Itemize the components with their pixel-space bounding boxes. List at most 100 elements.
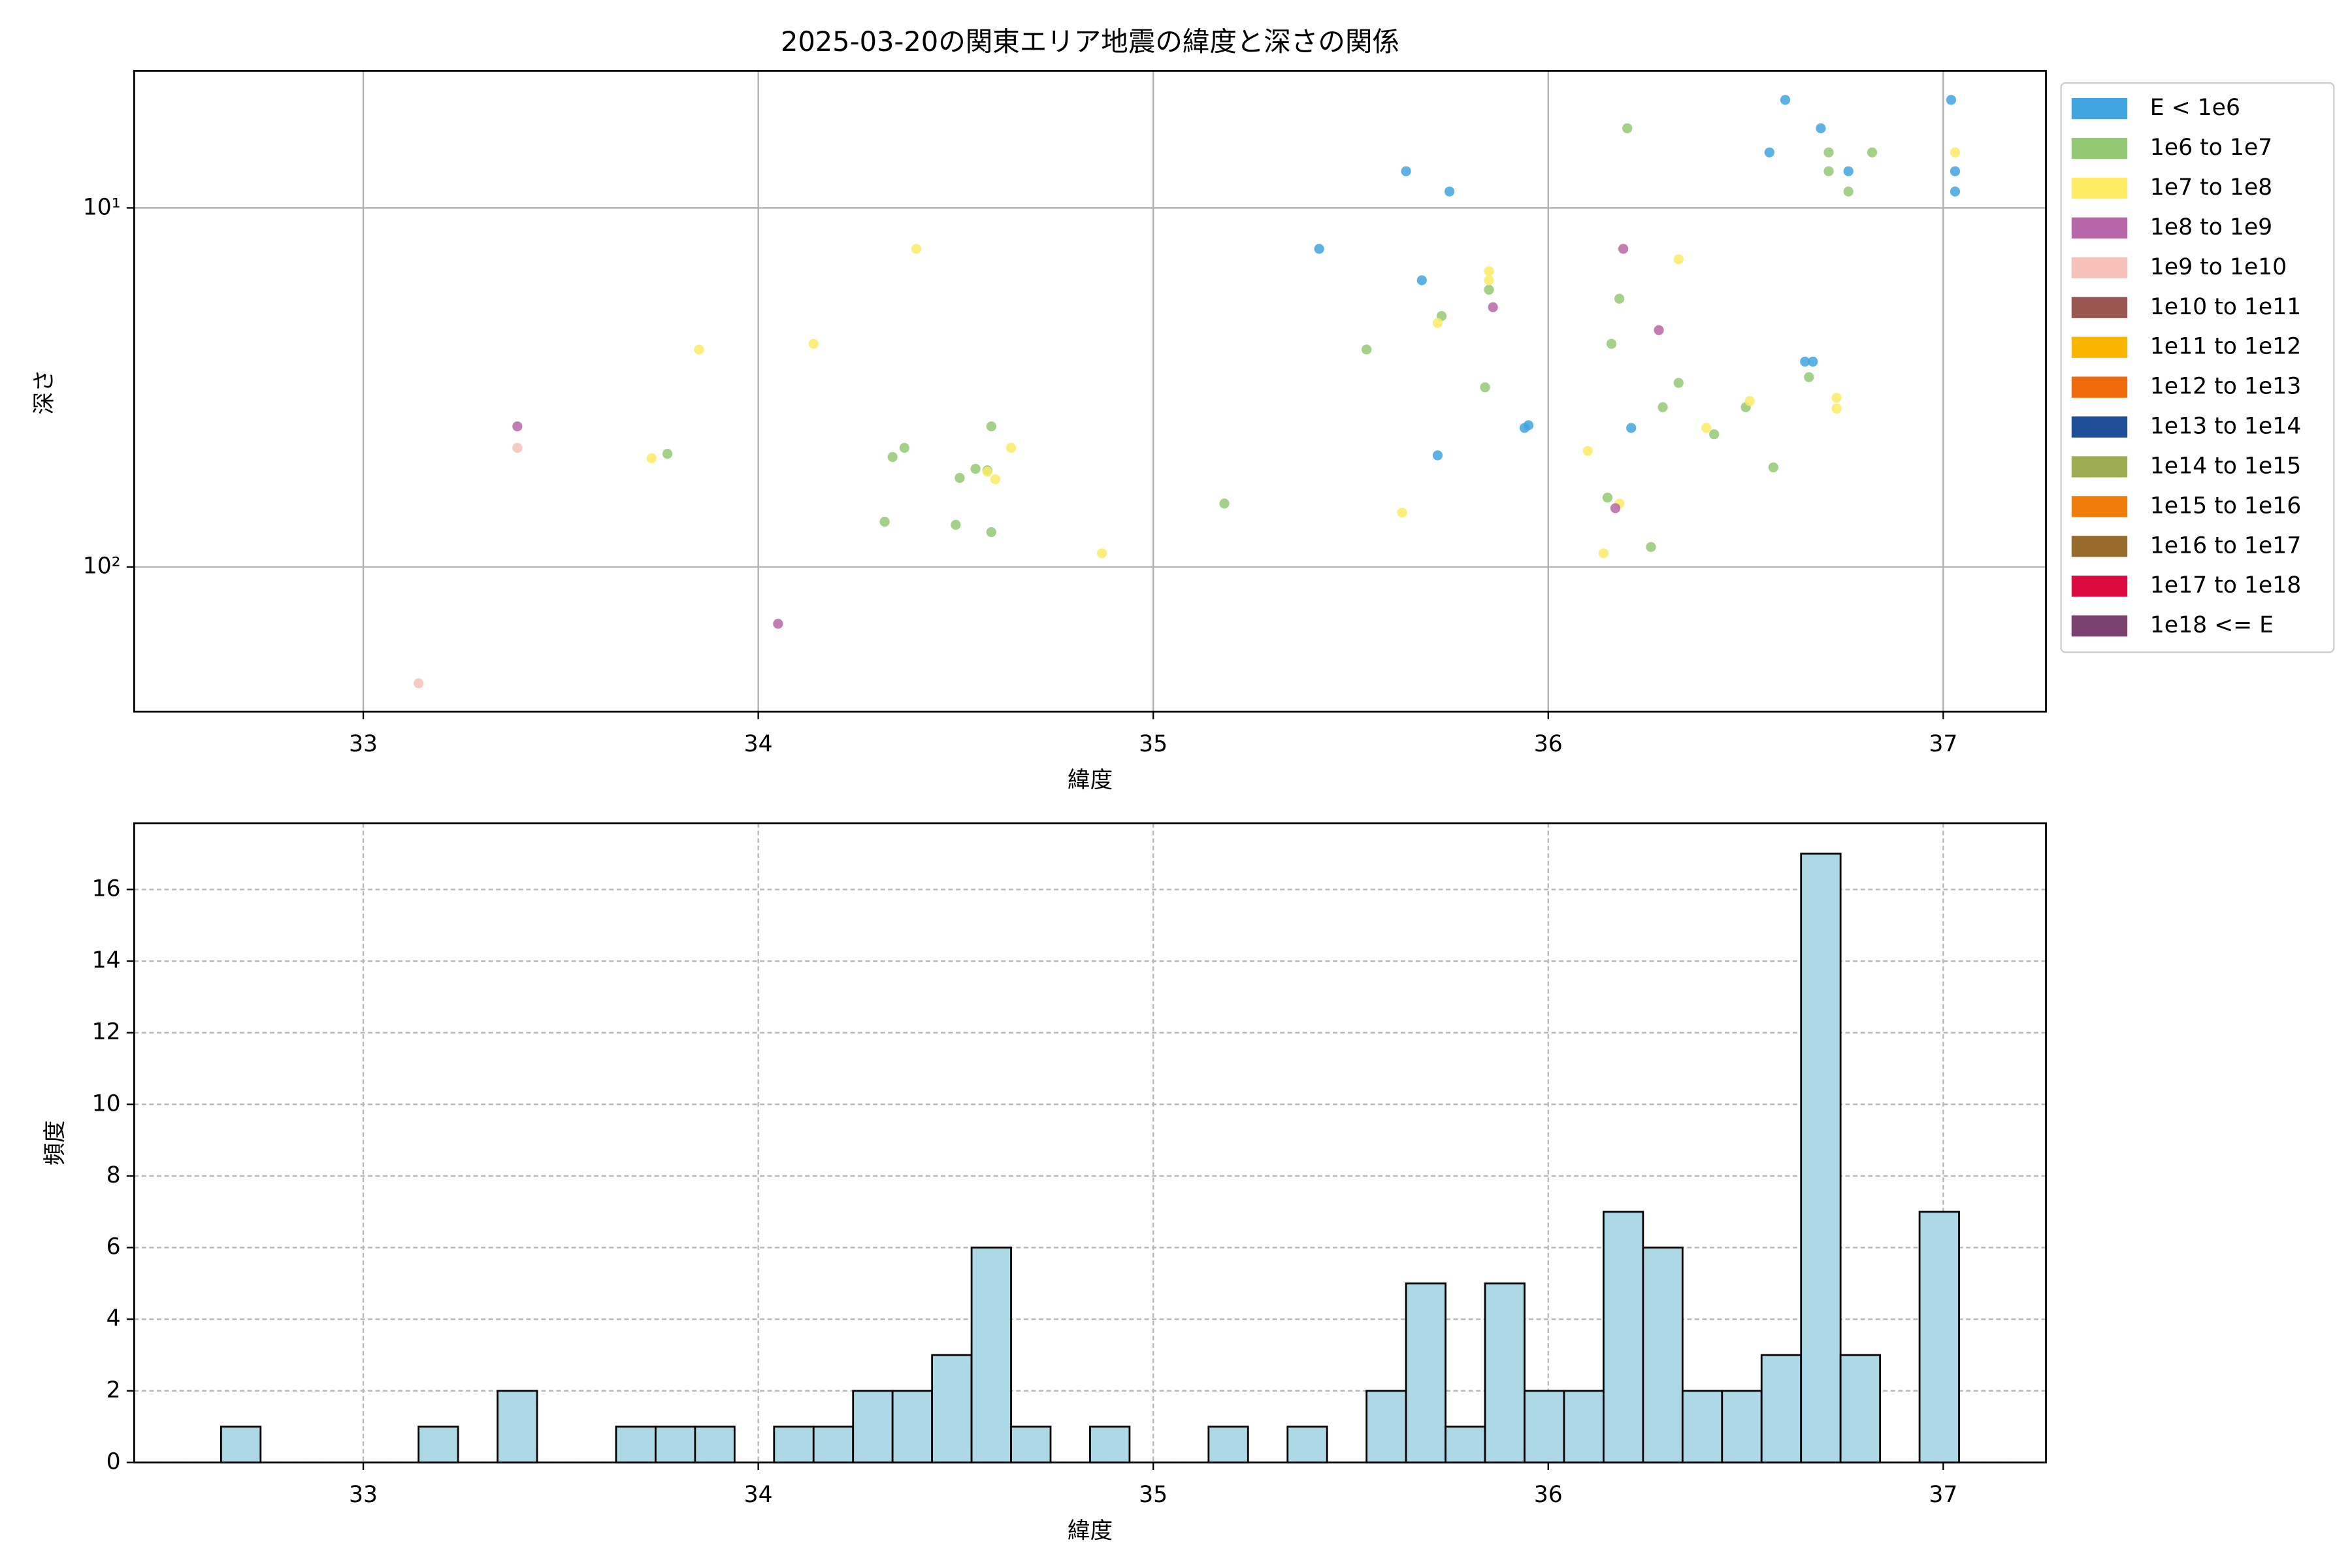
data-point: [1709, 429, 1720, 440]
y-tick-label: 14: [92, 947, 121, 973]
legend-swatch: [2071, 336, 2128, 358]
data-point: [1416, 275, 1427, 286]
data-point: [1362, 344, 1372, 355]
data-point: [1488, 302, 1498, 312]
y-tick-label: 10¹: [83, 194, 121, 220]
data-point: [1582, 446, 1593, 456]
legend-box: [2060, 82, 2335, 653]
data-point: [1658, 402, 1668, 412]
data-point: [773, 619, 783, 629]
x-tick-label: 35: [1139, 731, 1168, 757]
data-point: [808, 338, 819, 349]
legend-label: 1e8 to 1e9: [2150, 214, 2272, 240]
y-tick-label: 2: [106, 1377, 121, 1403]
data-point: [1432, 450, 1443, 461]
data-point: [1764, 147, 1774, 157]
x-tick-label: 35: [1139, 1482, 1168, 1508]
x-axis-label: 緯度: [1068, 1518, 1113, 1544]
chart-title: 2025-03-20の関東エリア地震の緯度と深さの関係: [781, 25, 1399, 57]
data-point: [1445, 186, 1455, 197]
legend-label: 1e7 to 1e8: [2150, 174, 2272, 201]
data-point: [512, 421, 523, 432]
bar: [694, 1426, 736, 1463]
x-tick-label: 36: [1534, 731, 1563, 757]
data-point: [1800, 356, 1810, 367]
legend-label: 1e12 to 1e13: [2150, 374, 2301, 400]
legend-swatch: [2071, 456, 2128, 478]
legend-label: 1e17 to 1e18: [2150, 572, 2301, 598]
bar: [1365, 1390, 1407, 1463]
data-point: [879, 516, 890, 527]
legend-swatch: [2071, 376, 2128, 398]
data-point: [1314, 244, 1324, 254]
bar: [1918, 1211, 1960, 1463]
data-point: [1484, 275, 1494, 286]
legend-swatch: [2071, 416, 2128, 438]
y-tick-label: 4: [106, 1305, 121, 1331]
bar: [220, 1426, 262, 1463]
bar: [1603, 1211, 1644, 1463]
bar: [1089, 1426, 1131, 1463]
data-point: [1950, 186, 1961, 197]
data-point: [1780, 95, 1791, 105]
data-point: [1654, 325, 1664, 335]
data-point: [1946, 95, 1957, 105]
data-point: [1808, 356, 1818, 367]
data-point: [1804, 372, 1814, 382]
data-point: [1823, 166, 1834, 176]
bar: [1800, 853, 1842, 1463]
data-point: [1701, 423, 1712, 433]
bar: [1445, 1426, 1486, 1463]
legend-label: 1e11 to 1e12: [2150, 334, 2301, 360]
legend-label: 1e15 to 1e16: [2150, 493, 2301, 519]
bar: [773, 1426, 815, 1463]
x-tick-label: 34: [744, 731, 773, 757]
data-point: [1768, 462, 1778, 472]
legend-label: 1e10 to 1e11: [2150, 294, 2301, 320]
legend-swatch: [2071, 496, 2128, 517]
data-point: [1618, 244, 1629, 254]
data-point: [1950, 166, 1961, 176]
y-tick-label: 12: [92, 1019, 121, 1045]
bar: [1405, 1282, 1446, 1463]
legend-label: 1e14 to 1e15: [2150, 453, 2301, 479]
data-point: [1602, 493, 1613, 503]
data-point: [1744, 396, 1755, 406]
bar: [1010, 1426, 1052, 1463]
data-point: [982, 466, 992, 477]
data-point: [970, 463, 981, 474]
data-point: [414, 678, 424, 689]
x-tick-label: 36: [1534, 1482, 1563, 1508]
data-point: [1432, 318, 1443, 328]
data-point: [955, 472, 965, 483]
legend-label: 1e6 to 1e7: [2150, 135, 2272, 161]
data-point: [662, 448, 673, 459]
bar: [1563, 1390, 1605, 1463]
data-point: [1646, 542, 1656, 552]
legend-label: 1e9 to 1e10: [2150, 254, 2287, 280]
x-tick-label: 33: [349, 1482, 378, 1508]
bar: [497, 1390, 538, 1463]
bar: [417, 1426, 459, 1463]
data-point: [1626, 423, 1637, 433]
legend-label: 1e16 to 1e17: [2150, 532, 2301, 559]
data-point: [1397, 508, 1407, 518]
data-point: [1843, 166, 1854, 176]
data-point: [646, 453, 657, 464]
y-tick-label: 0: [106, 1448, 121, 1475]
legend-swatch: [2071, 257, 2128, 278]
data-point: [1610, 503, 1621, 514]
axes-frame: [133, 822, 2047, 1463]
data-point: [1816, 123, 1826, 134]
bar: [1760, 1354, 1803, 1463]
data-point: [1843, 186, 1854, 197]
y-axis-label: 頻度: [42, 1120, 68, 1166]
data-point: [694, 344, 704, 355]
data-point: [1614, 293, 1625, 304]
x-tick-label: 37: [1929, 731, 1957, 757]
data-point: [1867, 147, 1878, 157]
legend-label: 1e18 <= E: [2150, 612, 2274, 638]
legend-swatch: [2071, 576, 2128, 597]
y-tick-label: 10: [92, 1090, 121, 1117]
